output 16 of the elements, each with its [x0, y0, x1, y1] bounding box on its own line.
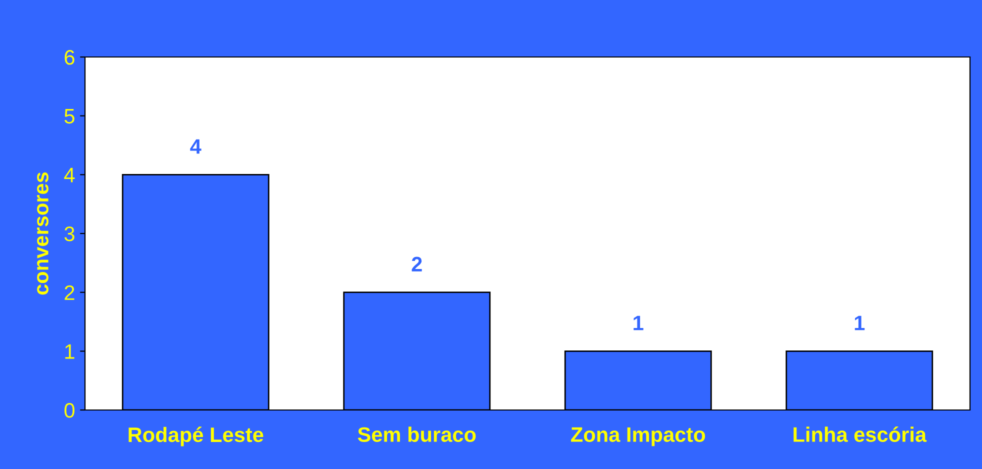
y-tick-label: 5 [64, 109, 74, 124]
data-label: 4 [190, 139, 202, 154]
y-axis-title: conversores [37, 172, 48, 295]
x-tick-label: Linha escória [794, 426, 927, 442]
y-tick-label: 2 [64, 285, 74, 300]
x-tick-label: Rodapé Leste [128, 426, 264, 446]
y-tick-label: 0 [64, 403, 74, 418]
y-tick-label: 3 [64, 226, 74, 242]
data-label: 1 [634, 316, 644, 330]
x-tick-label: Zona Impacto [571, 427, 706, 446]
x-tick-label: Sem buraco [358, 426, 476, 442]
data-label: 2 [412, 256, 422, 272]
y-tick-label: 1 [65, 344, 74, 359]
y-tick-label: 4 [64, 168, 75, 182]
y-tick-label: 6 [64, 50, 74, 65]
data-label: 1 [854, 316, 865, 330]
